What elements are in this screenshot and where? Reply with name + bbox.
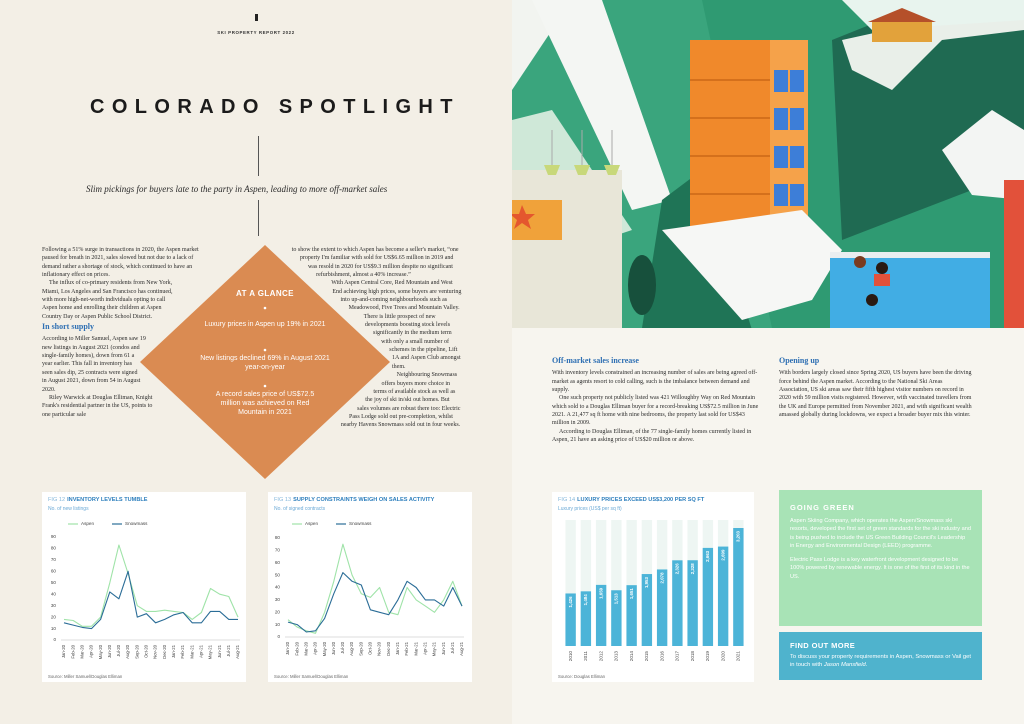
paragraph: to show the extent to which Aspen has be…	[291, 247, 459, 279]
figure-subtitle: No. of signed contracts	[274, 506, 326, 512]
figure-number: FIG 13	[274, 497, 292, 503]
figure-title-text: INVENTORY LEVELS TUMBLE	[67, 497, 148, 503]
opening-up-column: Opening up With borders largely closed s…	[779, 355, 973, 419]
figure-title: FIG 13 SUPPLY CONSTRAINTS WEIGH ON SALES …	[274, 497, 434, 503]
bullet	[263, 306, 267, 310]
box-heading: GOING GREEN	[790, 503, 855, 512]
balconies	[690, 79, 770, 195]
figure-source: Source: Miller Samuel/Douglas Elliman	[48, 674, 123, 679]
paragraph: According to Miller Samuel, Aspen saw 19…	[42, 336, 146, 393]
subtitle: Slim pickings for buyers late to the par…	[86, 184, 388, 194]
box-heading: FIND OUT MORE	[790, 641, 856, 650]
section-heading: Opening up	[779, 356, 820, 365]
running-title: SKI PROPERTY REPORT 2022	[217, 30, 295, 35]
box-paragraph: Aspen Skiing Company, which operates the…	[790, 518, 971, 549]
paragraph: With inventory levels constrained an inc…	[552, 370, 758, 394]
figure-title-text: SUPPLY CONSTRAINTS WEIGH ON SALES ACTIVI…	[293, 497, 435, 503]
figure-subtitle: Luxury prices (US$ per sq ft)	[558, 506, 622, 512]
snow-patch	[942, 110, 1024, 200]
figure-number: FIG 12	[48, 497, 66, 503]
swimsuit	[874, 274, 890, 286]
figure-title: FIG 14 LUXURY PRICES EXCEED US$3,200 PER …	[558, 497, 704, 503]
middle-column: to show the extent to which Aspen has be…	[278, 246, 462, 480]
chalet-roof	[868, 8, 936, 22]
contact-name: Jason Mansfield.	[823, 662, 868, 669]
snow-drift	[662, 210, 842, 320]
figure-source: Source: Douglas Elliman	[558, 674, 606, 679]
box-paragraph: Electric Pass Lodge is a key waterfront …	[790, 557, 970, 580]
glance-heading: AT A GLANCE	[236, 289, 294, 298]
edge-strip	[1004, 180, 1024, 328]
figure-subtitle: No. of new listings	[48, 506, 89, 512]
box-text: To discuss your property requirements in…	[790, 653, 971, 670]
paragraph: With borders largely closed since Spring…	[779, 370, 972, 419]
going-green-box: GOING GREEN Aspen Skiing Company, which …	[779, 490, 982, 626]
lamp	[544, 165, 560, 175]
paragraph: One such property not publicly listed wa…	[552, 395, 759, 427]
paragraph: There is little prospect of new developm…	[363, 313, 461, 370]
rule	[258, 136, 259, 176]
pool	[830, 255, 990, 328]
illustration	[512, 0, 1024, 328]
tree	[628, 255, 656, 315]
paragraph: The influx of co-primary residents from …	[42, 280, 173, 320]
star	[512, 205, 535, 229]
figure-number: FIG 14	[558, 497, 576, 503]
figure-source: Source: Miller Samuel/Douglas Elliman	[274, 674, 349, 679]
paragraph: According to Douglas Elliman, of the 77 …	[552, 428, 752, 444]
glance-item: New listings declined 69% in August 2021…	[200, 355, 330, 371]
bullet	[263, 384, 267, 388]
paragraph: Riley Warwick at Douglas Elliman, Knight…	[42, 394, 153, 418]
lamp	[574, 165, 590, 175]
box-text-body: To discuss your property requirements in…	[790, 654, 971, 669]
figure-panel: FIG 12 INVENTORY LEVELS TUMBLE No. of new…	[42, 492, 246, 682]
rule	[258, 200, 259, 236]
person	[876, 262, 888, 274]
snow-band	[532, 0, 672, 210]
section-heading: In short supply	[42, 322, 95, 332]
wall	[512, 170, 622, 328]
pool-edge	[830, 252, 990, 258]
person	[866, 294, 878, 306]
left-column: Following a 51% surge in transactions in…	[42, 246, 218, 480]
page-title: COLORADO SPOTLIGHT	[90, 96, 460, 118]
find-out-more-box: FIND OUT MORE To discuss your property r…	[779, 632, 982, 680]
page-mark	[255, 14, 258, 21]
bullet	[263, 348, 267, 352]
paragraph: With Aspen Central Core, Red Mountain an…	[331, 280, 462, 312]
lamp	[604, 165, 620, 175]
section-heading: Off-market sales increase	[552, 356, 639, 365]
person	[854, 256, 866, 268]
paragraph: Following a 51% surge in transactions in…	[42, 247, 199, 279]
glance-item: Luxury prices in Aspen up 19% in 2021	[204, 321, 326, 328]
figure-title-text: LUXURY PRICES EXCEED US$3,200 PER SQ FT	[577, 497, 705, 503]
glance-diamond	[140, 245, 390, 479]
paragraph: Neighbouring Snowmass offers buyers more…	[340, 372, 461, 429]
figure-panel: FIG 13 SUPPLY CONSTRAINTS WEIGH ON SALES …	[268, 492, 472, 682]
chalet	[872, 22, 932, 42]
figure-panel: FIG 14 LUXURY PRICES EXCEED US$3,200 PER …	[552, 492, 754, 682]
figure-title: FIG 12 INVENTORY LEVELS TUMBLE	[48, 497, 148, 503]
windows	[774, 70, 804, 206]
glance-item: A record sales price of US$72.5 million …	[215, 391, 315, 416]
off-market-column: Off-market sales increase With inventory…	[552, 355, 760, 444]
diamond	[140, 245, 390, 479]
